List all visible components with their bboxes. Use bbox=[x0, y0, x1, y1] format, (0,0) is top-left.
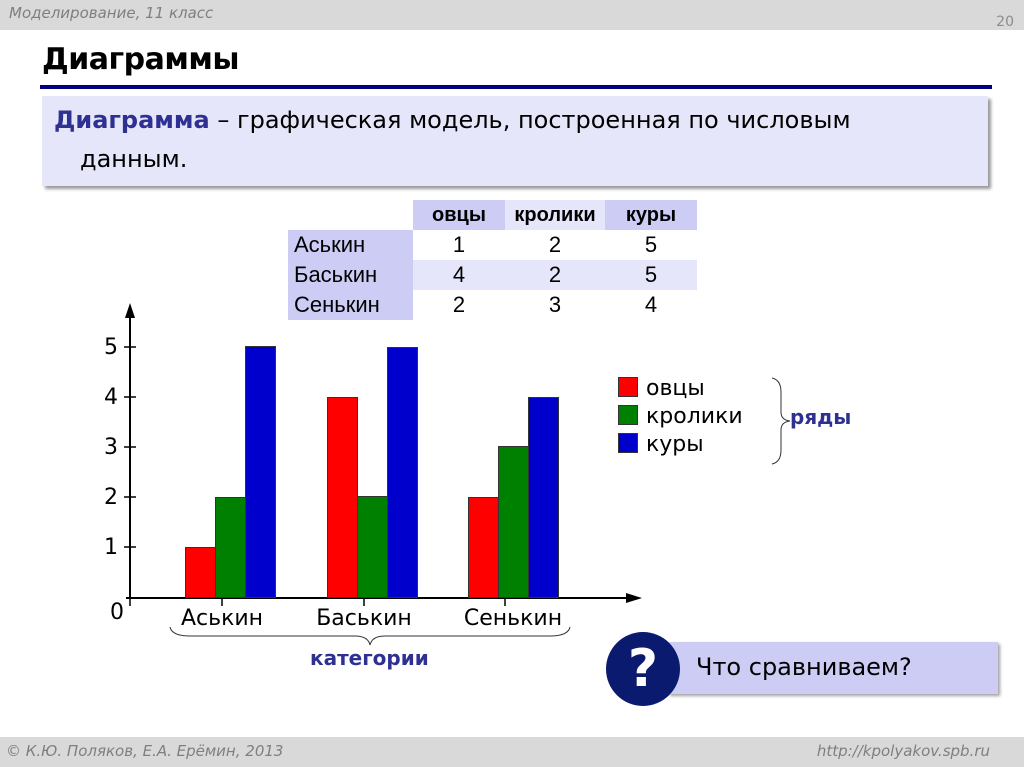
row-label: Баськин bbox=[288, 260, 413, 290]
y-tick-label: 3 bbox=[104, 435, 118, 460]
y-tick-label: 0 bbox=[110, 600, 124, 625]
header-bar: Моделирование, 11 класс 20 bbox=[0, 0, 1024, 30]
page-number: 20 bbox=[996, 14, 1014, 30]
legend-label: кролики bbox=[646, 404, 743, 429]
series-brace-icon bbox=[771, 377, 791, 465]
table-row: Баськин 4 2 5 bbox=[288, 260, 697, 290]
y-tick-label: 5 bbox=[104, 335, 118, 360]
x-axis-arrow-icon bbox=[626, 593, 642, 603]
question-box: Что сравниваем? bbox=[668, 642, 998, 694]
copyright-text: © К.Ю. Поляков, Е.А. Ерёмин, 2013 bbox=[6, 742, 284, 760]
bar-kury-baskin bbox=[387, 347, 418, 598]
definition-box: Диаграмма – графическая модель, построен… bbox=[42, 96, 988, 186]
table-cell: 4 bbox=[644, 292, 658, 317]
bar-kroliki-askin bbox=[215, 497, 246, 598]
table-cell: 2 bbox=[548, 232, 562, 257]
series-caption: ряды bbox=[790, 405, 852, 429]
legend-swatch-green-icon bbox=[618, 405, 638, 425]
definition-text: – графическая модель, построенная по чис… bbox=[209, 106, 851, 134]
table-header-empty bbox=[288, 200, 413, 230]
question-mark-icon: ? bbox=[606, 632, 680, 706]
category-label: Сенькин bbox=[463, 606, 563, 631]
legend-item-ovcy: овцы bbox=[618, 376, 705, 401]
course-title: Моделирование, 11 класс bbox=[9, 4, 214, 22]
legend-swatch-red-icon bbox=[618, 377, 638, 397]
category-label: Баськин bbox=[316, 606, 412, 631]
definition-line-2: данным. bbox=[80, 145, 188, 173]
row-label: Аськин bbox=[288, 230, 413, 260]
bar-kury-senkin bbox=[528, 397, 559, 598]
table-cell: 2 bbox=[505, 260, 605, 290]
legend-swatch-blue-icon bbox=[618, 433, 638, 453]
table-row: Сенькин 2 3 4 bbox=[288, 290, 697, 320]
table-header: куры bbox=[605, 200, 697, 230]
definition-term: Диаграмма bbox=[54, 106, 210, 134]
site-url[interactable]: http://kpolyakov.spb.ru bbox=[816, 742, 990, 760]
data-table: овцы кролики куры Аськин 1 2 5 Баськин 4… bbox=[288, 200, 697, 320]
row-label: Сенькин bbox=[288, 290, 413, 320]
table-row: Аськин 1 2 5 bbox=[288, 230, 697, 260]
bar-kury-askin bbox=[245, 346, 276, 598]
question-text: Что сравниваем? bbox=[696, 653, 912, 681]
table-cell: 5 bbox=[605, 260, 697, 290]
legend-item-kury: куры bbox=[618, 432, 704, 457]
legend-item-kroliki: кролики bbox=[618, 404, 743, 429]
y-axis-arrow-icon bbox=[125, 303, 135, 318]
bar-ovcy-baskin bbox=[327, 397, 358, 598]
bar-ovcy-senkin bbox=[468, 497, 499, 598]
bar-ovcy-askin bbox=[185, 547, 216, 598]
title-divider bbox=[40, 85, 992, 89]
category-label: Аськин bbox=[180, 606, 264, 631]
bar-kroliki-baskin bbox=[357, 496, 388, 598]
table-cell: 5 bbox=[644, 232, 658, 257]
legend-label: овцы bbox=[646, 376, 705, 401]
category-brace-icon bbox=[169, 626, 571, 646]
y-tick-label: 2 bbox=[104, 485, 118, 510]
categories-caption: категории bbox=[310, 646, 429, 670]
legend-label: куры bbox=[646, 432, 704, 457]
table-header: кролики bbox=[505, 200, 605, 230]
y-tick-label: 1 bbox=[104, 535, 118, 560]
bar-kroliki-senkin bbox=[498, 446, 529, 598]
slide-title: Диаграммы bbox=[42, 42, 240, 77]
table-cell: 3 bbox=[548, 292, 562, 317]
y-tick-label: 4 bbox=[104, 385, 118, 410]
footer-bar: © К.Ю. Поляков, Е.А. Ерёмин, 2013 http:/… bbox=[0, 737, 1024, 767]
table-cell: 4 bbox=[413, 260, 505, 290]
table-header-row: овцы кролики куры bbox=[288, 200, 697, 230]
table-cell: 1 bbox=[452, 232, 466, 257]
table-header: овцы bbox=[413, 200, 505, 230]
definition-line-1: Диаграмма – графическая модель, построен… bbox=[54, 106, 851, 134]
table-cell: 2 bbox=[452, 292, 466, 317]
